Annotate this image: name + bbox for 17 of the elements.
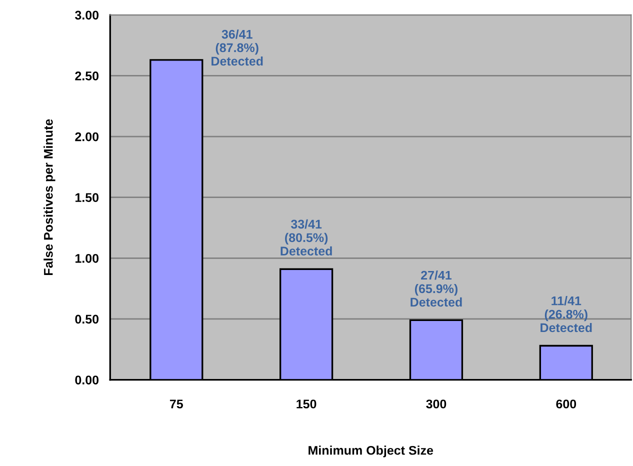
y-tick-label: 3.00 (74, 10, 99, 20)
y-tick-label: 1.00 (75, 254, 99, 263)
y-tick-label: 1.50 (75, 193, 99, 202)
annotation: 27/41 (65.9%) Detected (410, 270, 462, 307)
y-tick-label: 0.50 (75, 314, 99, 324)
annotation: 36/41 (87.8%) Detected (212, 30, 263, 66)
annotation: 11/41 (26.8%) Detected (540, 296, 592, 332)
x-axis-title: Minimum Object Size (308, 446, 434, 458)
y-tick-label: 0.00 (75, 376, 99, 384)
y-tick-label: 2.50 (75, 72, 99, 80)
annotation: 33/41 (80.5%) Detected (280, 219, 332, 256)
x-tick-label: 150 (296, 400, 316, 408)
x-tick-label: 300 (426, 400, 446, 408)
y-tick-label: 2.00 (75, 132, 99, 142)
x-tick-label: 600 (556, 400, 576, 408)
y-axis-title: False Positives per Minute (44, 119, 56, 276)
x-tick-label: 75 (170, 400, 184, 408)
